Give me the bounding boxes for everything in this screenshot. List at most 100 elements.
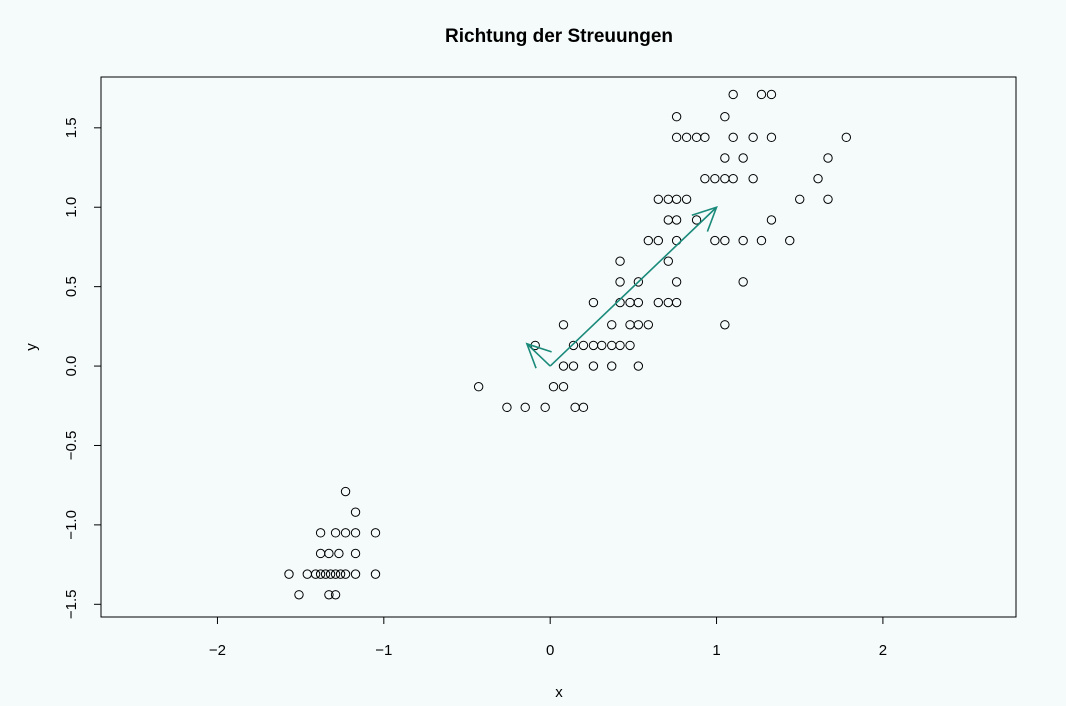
x-tick-label: 2 (879, 642, 887, 659)
data-point (350, 569, 361, 579)
data-point (720, 112, 730, 122)
data-point (284, 569, 294, 579)
data-point (334, 548, 344, 559)
data-point (558, 361, 569, 371)
data-point (320, 569, 331, 579)
data-point (738, 235, 748, 246)
data-points (284, 89, 852, 600)
data-point (671, 297, 682, 308)
data-point (330, 569, 341, 579)
arrow (525, 342, 552, 369)
data-point (325, 569, 336, 579)
data-point (841, 132, 852, 143)
data-point (700, 173, 710, 184)
data-point (625, 297, 635, 308)
data-point (748, 173, 758, 184)
data-point (728, 89, 738, 100)
data-point (633, 361, 644, 371)
data-point (653, 194, 664, 204)
data-point (315, 528, 326, 538)
data-point (710, 235, 720, 246)
data-point (588, 340, 599, 351)
data-point (671, 194, 682, 204)
data-point (691, 215, 702, 225)
data-point (335, 569, 346, 579)
data-point (294, 590, 304, 600)
data-point (728, 132, 738, 143)
data-point (663, 215, 673, 225)
data-point (615, 277, 625, 287)
data-point (653, 235, 664, 246)
data-point (330, 528, 341, 538)
data-point (520, 402, 530, 413)
data-point (324, 548, 334, 559)
data-point (625, 320, 635, 330)
data-point (671, 215, 682, 225)
data-point (681, 132, 692, 143)
data-point (633, 277, 644, 287)
data-point (671, 112, 682, 122)
data-point (310, 569, 321, 579)
x-tick-label: −2 (209, 642, 226, 659)
data-point (738, 153, 748, 163)
data-point (653, 297, 664, 308)
arrow-head (691, 205, 718, 232)
data-point (315, 569, 326, 579)
data-point (785, 235, 795, 246)
data-point (324, 590, 334, 600)
data-point (756, 89, 767, 100)
data-point (823, 153, 833, 163)
data-point (720, 320, 730, 330)
data-point (615, 340, 625, 351)
data-point (756, 235, 767, 246)
data-point (766, 89, 777, 100)
data-point (643, 320, 654, 330)
data-point (502, 402, 512, 413)
y-tick-label: 1.5 (63, 117, 80, 138)
data-point (766, 215, 777, 225)
arrow (549, 205, 718, 367)
data-point (588, 297, 599, 308)
y-tick-label: 0.5 (63, 276, 80, 297)
data-point (663, 256, 673, 266)
data-point (548, 382, 559, 392)
data-point (643, 235, 654, 246)
data-point (370, 528, 381, 538)
data-point (633, 320, 644, 330)
arrow-shaft (549, 206, 718, 367)
data-point (540, 402, 550, 413)
y-axis-label: y (23, 343, 40, 351)
data-point (315, 548, 326, 559)
y-tick-label: −0.5 (63, 431, 80, 461)
data-point (700, 132, 710, 143)
data-point (473, 382, 484, 392)
data-point (823, 194, 833, 204)
x-tick-label: −1 (375, 642, 392, 659)
data-point (340, 528, 351, 538)
arrow-head (525, 342, 552, 369)
data-point (578, 340, 589, 351)
data-point (615, 256, 625, 266)
data-point (558, 382, 569, 392)
data-point (607, 320, 617, 330)
data-point (663, 194, 673, 204)
data-point (597, 340, 607, 351)
data-point (738, 277, 748, 287)
y-tick-label: −1.0 (63, 510, 80, 540)
data-point (813, 173, 823, 184)
data-point (720, 153, 730, 163)
y-tick-label: 1.0 (63, 197, 80, 218)
data-point (370, 569, 381, 579)
arrow-shaft (526, 343, 551, 367)
data-point (340, 569, 351, 579)
data-point (766, 132, 777, 143)
data-point (607, 361, 617, 371)
plot-frame (100, 76, 1017, 618)
data-point (691, 132, 702, 143)
x-tick-label: 1 (712, 642, 720, 659)
data-point (578, 402, 589, 413)
direction-arrows (525, 205, 718, 369)
data-point (710, 173, 720, 184)
data-point (681, 194, 692, 204)
